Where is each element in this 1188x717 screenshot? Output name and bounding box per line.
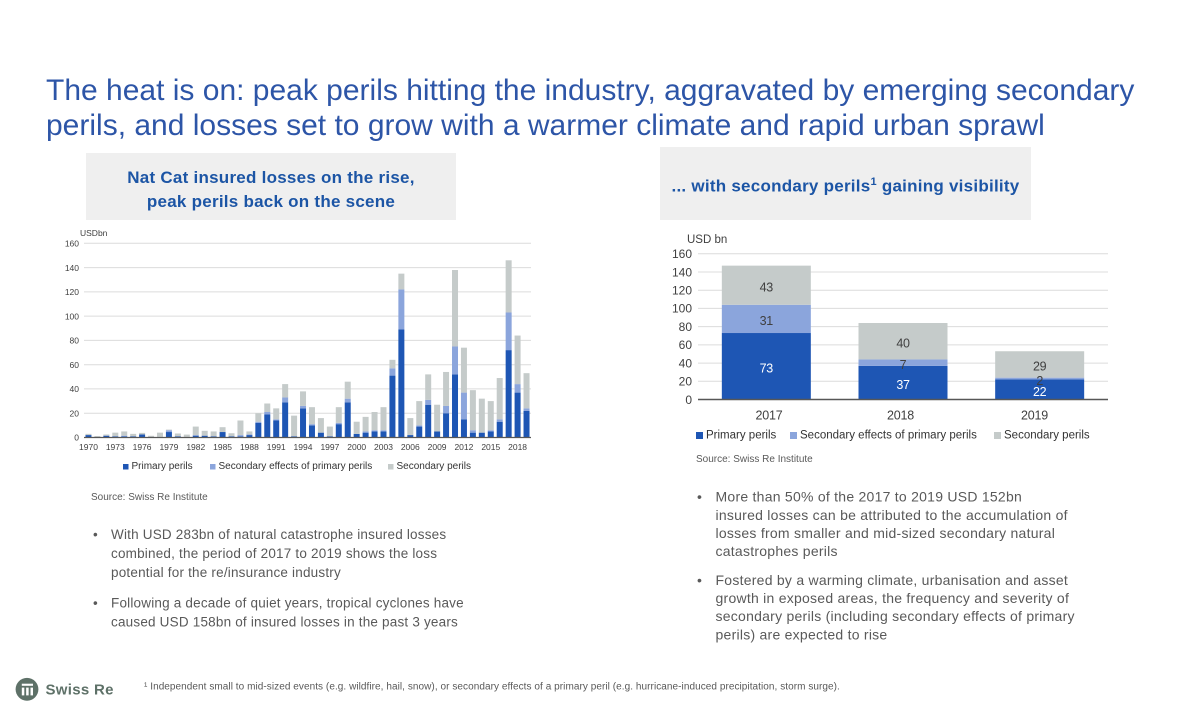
svg-text:1970: 1970 (79, 442, 98, 452)
svg-text:Secondary effects of primary p: Secondary effects of primary perils (219, 461, 373, 472)
svg-text:40: 40 (679, 356, 693, 370)
svg-text:USD bn: USD bn (687, 234, 727, 246)
svg-text:1985: 1985 (213, 442, 232, 452)
svg-text:catastrophes perils: catastrophes perils (716, 543, 838, 559)
svg-text:1991: 1991 (267, 442, 286, 452)
svg-text:2015: 2015 (481, 442, 500, 452)
svg-text:1976: 1976 (133, 442, 152, 452)
svg-text:1994: 1994 (294, 442, 313, 452)
svg-text:37: 37 (896, 378, 910, 392)
svg-text:secondary perils (including se: secondary perils (including secondary ef… (716, 608, 1075, 624)
svg-text:USDbn: USDbn (80, 228, 108, 238)
svg-text:2018: 2018 (887, 409, 914, 423)
svg-text:growth in exposed areas, the f: growth in exposed areas, the frequency a… (716, 590, 1070, 606)
svg-text:40: 40 (70, 384, 80, 394)
svg-text:perils) are expected to rise: perils) are expected to rise (716, 626, 888, 642)
svg-text:43: 43 (760, 281, 774, 295)
svg-text:•: • (697, 572, 702, 588)
svg-text:140: 140 (672, 265, 692, 279)
svg-text:2019: 2019 (1021, 409, 1048, 423)
svg-text:insured losses can be attribut: insured losses can be attributed to the … (716, 507, 1068, 523)
svg-text:2009: 2009 (428, 442, 447, 452)
svg-text:Source: Swiss Re Institute: Source: Swiss Re Institute (91, 492, 208, 503)
svg-text:Secondary perils: Secondary perils (397, 461, 471, 472)
svg-text:Following a decade of quiet ye: Following a decade of quiet years, tropi… (111, 595, 464, 610)
svg-text:1982: 1982 (186, 442, 205, 452)
svg-text:Secondary perils: Secondary perils (1004, 430, 1090, 442)
svg-text:¹ Independent small to mid-siz: ¹ Independent small to mid-sized events … (144, 682, 840, 693)
svg-text:Primary perils: Primary perils (132, 461, 193, 472)
svg-text:160: 160 (65, 239, 79, 249)
svg-text:2: 2 (1036, 374, 1043, 388)
svg-text:60: 60 (70, 360, 80, 370)
svg-text:22: 22 (1033, 385, 1047, 399)
svg-text:29: 29 (1033, 360, 1047, 374)
svg-text:More than 50% of the 2017 to 2: More than 50% of the 2017 to 2019 USD 15… (716, 489, 1023, 505)
svg-text:0: 0 (685, 393, 692, 407)
svg-text:Swiss Re: Swiss Re (46, 682, 114, 699)
svg-text:•: • (93, 527, 98, 542)
svg-text:2018: 2018 (508, 442, 527, 452)
svg-text:20: 20 (70, 408, 80, 418)
svg-text:31: 31 (760, 314, 774, 328)
svg-text:•: • (93, 595, 98, 610)
svg-text:100: 100 (672, 302, 692, 316)
svg-text:With USD 283bn of natural cata: With USD 283bn of natural catastrophe in… (111, 527, 446, 542)
svg-text:120: 120 (65, 287, 79, 297)
svg-text:•: • (697, 489, 702, 505)
svg-text:7: 7 (900, 358, 907, 372)
svg-text:160: 160 (672, 247, 692, 261)
svg-text:20: 20 (679, 375, 693, 389)
svg-text:80: 80 (70, 336, 80, 346)
svg-text:Fostered by a warming climate,: Fostered by a warming climate, urbanisat… (716, 572, 1069, 588)
svg-text:60: 60 (679, 338, 693, 352)
svg-text:1997: 1997 (320, 442, 339, 452)
svg-text:combined, the period of 2017 t: combined, the period of 2017 to 2019 sho… (111, 546, 437, 561)
svg-text:2003: 2003 (374, 442, 393, 452)
svg-text:1973: 1973 (106, 442, 125, 452)
svg-text:2017: 2017 (755, 409, 782, 423)
svg-text:Primary perils: Primary perils (706, 430, 777, 442)
svg-text:Secondary effects of primary p: Secondary effects of primary perils (800, 430, 977, 442)
svg-text:caused USD 158bn of insured lo: caused USD 158bn of insured losses in th… (111, 615, 458, 630)
svg-text:73: 73 (760, 362, 774, 376)
svg-text:2012: 2012 (454, 442, 473, 452)
svg-text:2006: 2006 (401, 442, 420, 452)
svg-text:1979: 1979 (159, 442, 178, 452)
svg-text:Source: Swiss Re Institute: Source: Swiss Re Institute (696, 454, 813, 465)
svg-text:losses from smaller and mid-si: losses from smaller and mid-sized second… (716, 525, 1056, 541)
svg-text:80: 80 (679, 320, 693, 334)
svg-text:140: 140 (65, 263, 79, 273)
svg-text:40: 40 (896, 337, 910, 351)
svg-text:1988: 1988 (240, 442, 259, 452)
svg-text:120: 120 (672, 284, 692, 298)
svg-text:potential for the re/insurance: potential for the re/insurance industry (111, 565, 341, 580)
svg-text:100: 100 (65, 311, 79, 321)
svg-text:2000: 2000 (347, 442, 366, 452)
svg-text:0: 0 (74, 433, 79, 443)
